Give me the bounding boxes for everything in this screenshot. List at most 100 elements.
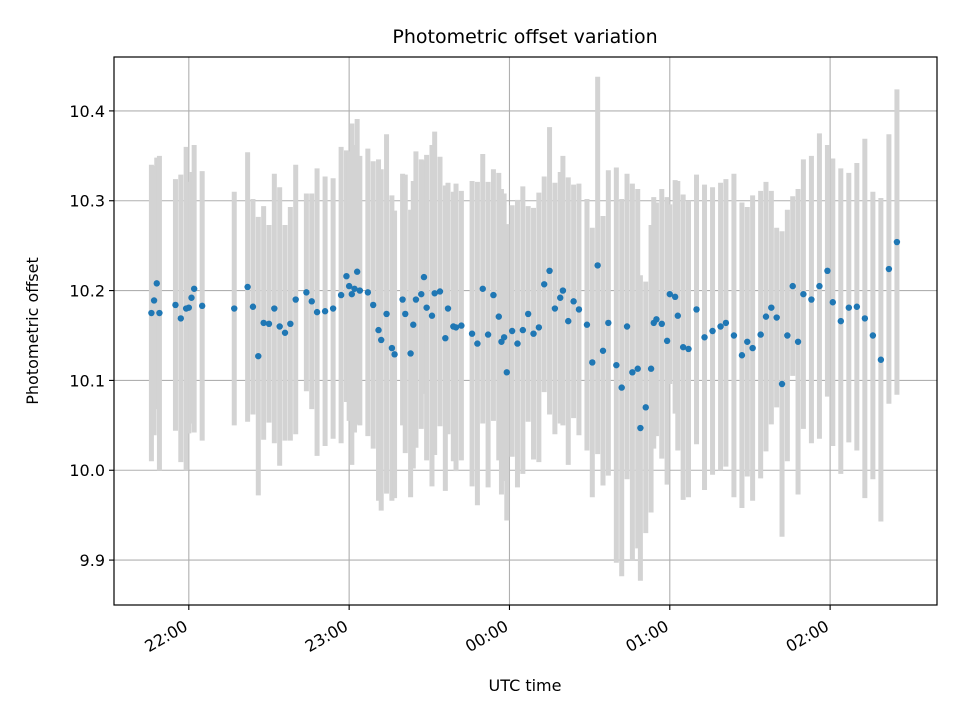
data-point xyxy=(303,289,310,296)
y-tick-label: 10.3 xyxy=(69,192,105,211)
data-point xyxy=(653,316,660,323)
data-point xyxy=(853,303,861,310)
data-point xyxy=(613,361,620,369)
data-point xyxy=(375,326,382,334)
data-point xyxy=(407,350,414,357)
data-point xyxy=(808,296,815,303)
data-point xyxy=(671,293,679,301)
data-point xyxy=(198,302,206,310)
data-point xyxy=(594,262,601,269)
data-point xyxy=(177,315,185,322)
data-point xyxy=(353,268,361,275)
data-point xyxy=(308,298,315,305)
data-point xyxy=(503,369,510,376)
data-point xyxy=(150,297,158,304)
data-point xyxy=(773,314,780,321)
data-point xyxy=(399,296,406,303)
data-point xyxy=(730,332,738,339)
data-point xyxy=(530,330,537,337)
data-point xyxy=(768,304,775,311)
data-point xyxy=(861,315,869,322)
data-point xyxy=(551,305,559,312)
data-point xyxy=(345,282,353,290)
data-point xyxy=(436,288,444,295)
data-point xyxy=(148,309,155,317)
data-point xyxy=(188,294,195,301)
data-point xyxy=(583,321,591,328)
data-point xyxy=(893,238,901,246)
data-point xyxy=(570,298,577,305)
data-point xyxy=(559,287,567,294)
data-point xyxy=(313,308,321,316)
data-point xyxy=(784,332,791,339)
x-tick-label: 01:00 xyxy=(622,616,671,656)
data-point xyxy=(679,343,687,351)
data-point xyxy=(565,317,572,325)
data-point xyxy=(514,340,521,347)
data-point xyxy=(495,313,502,320)
plot-frame xyxy=(113,56,938,606)
data-point xyxy=(541,281,548,288)
data-point xyxy=(717,323,724,330)
data-point xyxy=(271,305,278,312)
data-point xyxy=(877,356,885,363)
data-point xyxy=(444,305,452,312)
data-point xyxy=(364,289,372,296)
data-point xyxy=(468,330,476,337)
data-point xyxy=(837,317,845,325)
data-point xyxy=(442,334,449,342)
data-point xyxy=(337,291,345,299)
data-point xyxy=(292,296,299,303)
data-point xyxy=(383,310,390,318)
data-point xyxy=(666,290,673,298)
data-point xyxy=(637,424,644,432)
data-point xyxy=(410,321,417,328)
data-point xyxy=(658,320,665,328)
y-tick-label: 9.9 xyxy=(80,551,105,570)
data-point xyxy=(605,319,612,327)
data-point xyxy=(824,267,831,275)
data-point xyxy=(647,365,655,372)
data-point xyxy=(642,404,649,411)
data-point xyxy=(321,308,329,315)
data-point xyxy=(618,384,625,391)
data-point xyxy=(156,309,163,317)
data-point xyxy=(634,365,641,372)
data-point xyxy=(351,285,358,292)
data-point xyxy=(348,290,356,298)
data-point xyxy=(391,351,398,358)
data-point xyxy=(757,331,764,338)
data-point xyxy=(249,303,257,310)
data-point xyxy=(557,294,564,301)
data-point xyxy=(431,290,438,297)
data-points xyxy=(148,238,901,432)
data-point xyxy=(575,306,583,313)
data-point xyxy=(500,334,508,341)
data-point xyxy=(744,338,751,345)
data-point xyxy=(589,359,596,366)
y-axis-ticks: 9.9 10.0 10.1 10.2 10.3 10.4 xyxy=(69,102,114,570)
data-point xyxy=(693,306,700,313)
data-point xyxy=(153,280,160,287)
x-axis-ticks: 22:00 23:00 00:00 01:00 02:00 xyxy=(141,605,832,656)
data-point xyxy=(885,265,893,273)
data-point xyxy=(701,334,708,341)
data-point xyxy=(829,299,836,306)
data-point xyxy=(629,369,636,376)
data-point xyxy=(190,285,198,292)
data-point xyxy=(546,267,553,275)
data-point xyxy=(519,326,527,334)
data-point xyxy=(388,344,396,352)
x-axis-label: UTC time xyxy=(489,676,562,695)
data-point xyxy=(287,320,294,328)
data-point xyxy=(749,344,756,352)
x-tick-label: 23:00 xyxy=(302,616,351,656)
data-point xyxy=(255,352,262,360)
data-point xyxy=(329,305,337,312)
data-point xyxy=(789,282,796,290)
data-point xyxy=(420,273,428,281)
data-point xyxy=(423,304,430,311)
data-point xyxy=(402,310,409,318)
data-point xyxy=(244,283,251,291)
